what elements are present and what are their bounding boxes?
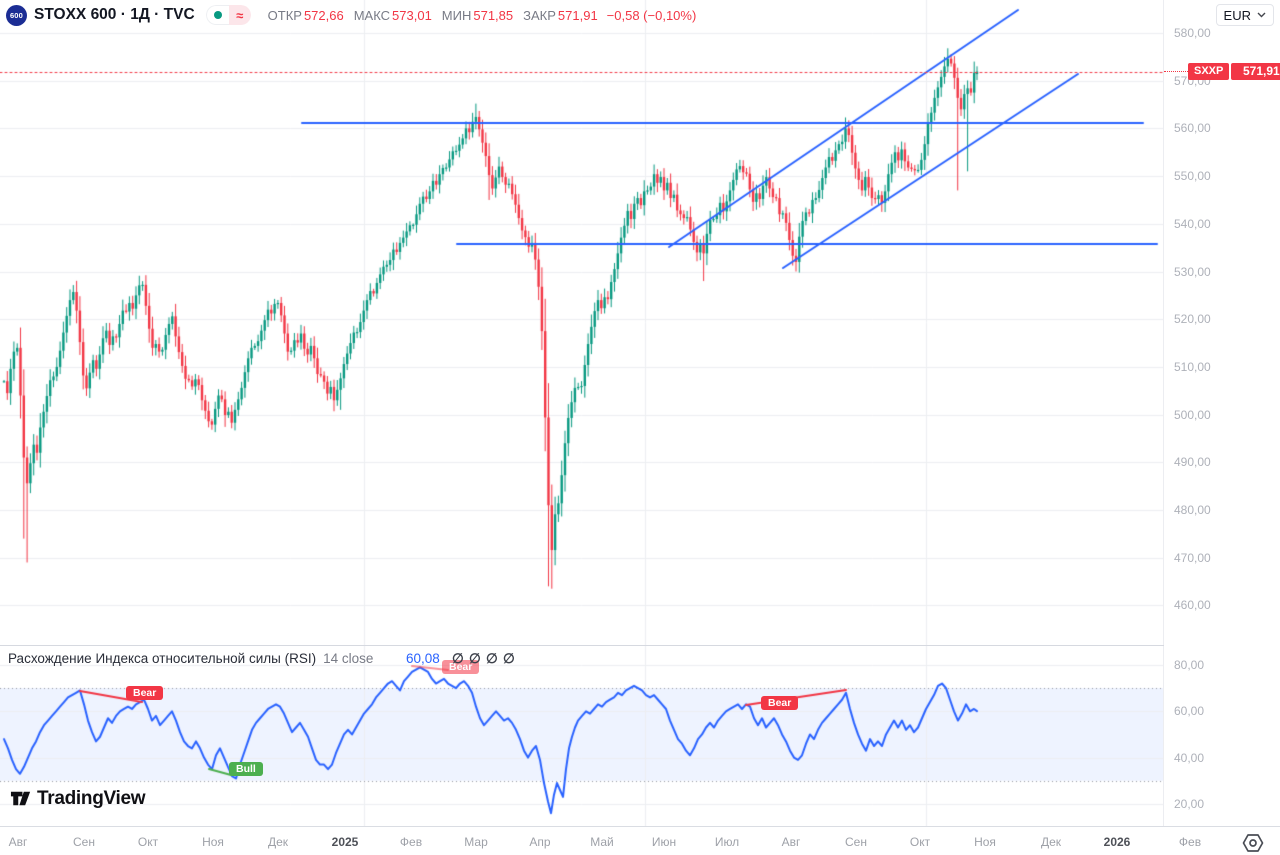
ohlc-label: ОТКР: [267, 7, 302, 23]
axis-tick-label: 80,00: [1174, 658, 1205, 672]
price-scale-border: [1163, 0, 1164, 826]
price-scale[interactable]: 580,00 570,00 560,00 550,00 540,00 530,00 520,…: [1164, 0, 1280, 826]
pane-separator[interactable]: [0, 645, 1280, 646]
chevron-down-icon: [1257, 12, 1266, 18]
time-tick-month: Ноя: [202, 835, 224, 849]
currency-selector[interactable]: EUR: [1215, 4, 1274, 26]
bear-divergence-label[interactable]: Bear: [442, 660, 480, 674]
approx-values-icon: ≈: [228, 5, 251, 25]
time-tick-year: 2026: [1103, 835, 1131, 849]
ohlc-values: ОТКР 572,66 МАКС 573,01 МИН 571,85 ЗАКР 571,91: [268, 8, 598, 23]
time-tick-month: Окт: [137, 835, 159, 849]
symbol-legend: 600 STOXX 600 · 1Д · TVC ≈ ОТКР 572,66 МАК…: [6, 4, 696, 26]
axis-tick-label: 470,00: [1174, 550, 1211, 565]
axis-tick-label: 20,00: [1174, 796, 1205, 811]
symbol-title[interactable]: STOXX 600 · 1Д · TVC: [34, 6, 195, 23]
time-tick-month: Сен: [845, 835, 867, 849]
tradingview-mark-icon: [10, 791, 31, 806]
divergence-count: ∅: [503, 651, 515, 666]
currency-label: EUR: [1223, 7, 1251, 23]
axis-tick-label: 500,00: [1174, 407, 1211, 422]
axis-tick-label: 480,00: [1174, 503, 1211, 517]
indicator-params: 14 close: [323, 651, 374, 666]
last-price-value: 571,91: [1231, 63, 1280, 81]
time-tick-month: Авг: [781, 835, 801, 849]
ohlc-value: 571,91: [557, 7, 598, 23]
time-tick-month: Апр: [529, 835, 551, 849]
time-tick-month: Авг: [8, 835, 28, 849]
axis-tick-label: 460,00: [1174, 598, 1211, 613]
time-tick-month: Май: [590, 835, 614, 849]
time-tick-month: Фев: [1178, 835, 1202, 849]
timescale-settings-icon[interactable]: [1241, 832, 1265, 854]
axis-tick-label: 510,00: [1174, 359, 1211, 374]
last-price-line-extension: [1164, 71, 1188, 73]
ohlc-item: ОТКР 572,66: [268, 8, 344, 23]
axis-tick-label: 490,00: [1174, 455, 1211, 470]
price-change: −0,58 (−0,10%): [606, 7, 697, 23]
rsi-indicator-canvas[interactable]: [0, 645, 1163, 826]
time-tick-month: Дек: [267, 835, 289, 849]
indicator-title[interactable]: Расхождение Индекса относительной силы (…: [8, 651, 317, 666]
time-tick-month: Мар: [464, 835, 488, 849]
time-scale-border: [0, 826, 1280, 827]
ohlc-item: МАКС 573,01: [354, 8, 432, 23]
bear-divergence-label[interactable]: Bear: [761, 696, 799, 710]
market-open-dot-icon: [213, 11, 222, 19]
axis-tick-label: 520,00: [1174, 312, 1211, 327]
time-tick-month: Ноя: [974, 835, 996, 849]
divergence-count: ∅: [452, 651, 464, 666]
ohlc-label: МАКС: [353, 7, 391, 23]
ohlc-value: 572,66: [303, 7, 344, 23]
symbol-logo: 600: [6, 4, 27, 26]
divergence-count: ∅: [469, 651, 481, 666]
ohlc-item: МИН 571,85: [442, 8, 513, 23]
tradingview-logo-text: TradingView: [37, 787, 146, 809]
time-tick-month: Июл: [714, 835, 740, 849]
rsi-value: 60,08: [406, 651, 440, 666]
axis-tick-label: 550,00: [1174, 169, 1211, 184]
time-tick-month: Дек: [1040, 835, 1062, 849]
axis-tick-label: 560,00: [1174, 121, 1211, 136]
time-tick-month: Июн: [651, 835, 677, 849]
axis-tick-label: 530,00: [1174, 264, 1211, 279]
axis-tick-label: 580,00: [1174, 26, 1211, 40]
ohlc-item: ЗАКР 571,91: [523, 8, 598, 23]
bull-divergence-label[interactable]: Bull: [229, 762, 263, 776]
last-price-axis-label: SXXP 571,91: [1188, 63, 1280, 81]
time-tick-month: Фев: [399, 835, 423, 849]
market-status-pill[interactable]: ≈: [205, 5, 251, 25]
ohlc-value: 573,01: [392, 7, 432, 23]
time-scale[interactable]: Авг Сен Окт Ноя Дек 2025 Фев Мар Апр Май Июн Июл Авг…: [0, 827, 1280, 855]
time-tick-month: Окт: [909, 835, 931, 849]
tradingview-logo[interactable]: TradingView: [10, 787, 146, 810]
ohlc-label: МИН: [441, 7, 472, 23]
axis-tick-label: 540,00: [1174, 216, 1211, 231]
divergence-count: ∅: [486, 651, 498, 666]
indicator-status-line[interactable]: Расхождение Индекса относительной силы (…: [8, 651, 373, 666]
symbol-ticker-badge: SXXP: [1188, 63, 1230, 81]
bear-divergence-label[interactable]: Bear: [126, 686, 164, 700]
axis-tick-label: 60,00: [1174, 704, 1205, 719]
ohlc-value: 571,85: [473, 7, 514, 23]
time-tick-year: 2025: [331, 835, 359, 849]
main-price-chart-canvas[interactable]: [0, 0, 1163, 645]
axis-tick-label: 40,00: [1174, 750, 1205, 765]
ohlc-label: ЗАКР: [523, 7, 556, 23]
time-tick-month: Сен: [73, 835, 95, 849]
